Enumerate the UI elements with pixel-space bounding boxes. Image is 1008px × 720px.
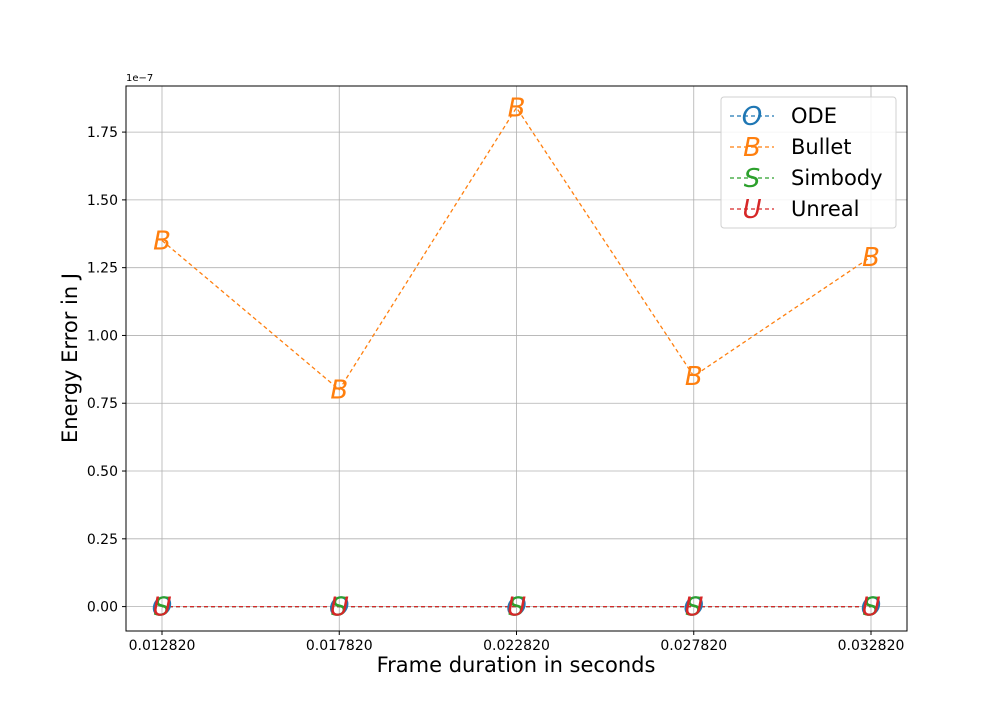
y-tick-label: 0.75 [87,396,118,412]
legend: O ODE B Bullet S Simbody U Unreal [720,96,897,229]
data-point-simbody: S [685,593,702,623]
data-point-unreal: U [152,593,171,623]
grid-lines [126,86,907,631]
legend-box [720,96,897,229]
legend-marker-unreal: U [742,195,761,225]
y-tick-label: 1.25 [87,261,118,277]
data-point-bullet: B [330,376,348,406]
data-point-unreal: U [684,593,703,623]
legend-marker-bullet: B [743,133,761,163]
y-scale-label: 1e−7 [126,73,153,84]
x-axis-title: Frame duration in seconds [377,653,656,677]
y-tick-label: 1.75 [87,125,118,141]
data-point-simbody: S [863,593,880,623]
legend-marker-ode: O [742,102,762,132]
legend-label-simbody: Simbody [791,166,883,190]
data-point-bullet: B [153,227,171,257]
data-point-bullet: B [508,94,526,124]
x-tick-label: 0.027820 [660,638,727,654]
legend-label-unreal: Unreal [791,197,859,221]
y-tick-label: 1.50 [87,193,118,209]
x-tick-label: 0.017820 [306,638,373,654]
data-point-ode: O [861,593,881,623]
legend-marker-simbody: S [744,164,761,194]
y-axis-ticks: 0.00 0.25 0.50 0.75 1.00 1.25 1.50 1.75 [87,125,126,616]
data-point-ode: O [506,593,526,623]
x-tick-label: 0.012820 [129,638,196,654]
legend-label-ode: ODE [791,104,837,128]
data-point-ode: O [152,593,172,623]
series-lines [161,106,872,608]
y-tick-label: 0.00 [87,600,118,616]
y-tick-label: 0.25 [87,532,118,548]
data-point-bullet: B [685,362,703,392]
data-point-simbody: S [508,593,525,623]
x-tick-label: 0.022820 [483,638,550,654]
data-point-simbody: S [331,593,348,623]
data-point-ode: O [684,593,704,623]
data-point-unreal: U [507,593,526,623]
data-point-simbody: S [154,593,171,623]
data-point-unreal: U [861,593,880,623]
y-axis-title: Energy Error in J [58,273,82,443]
x-axis-ticks: 0.012820 0.017820 0.022820 0.027820 0.032820 [129,631,905,654]
x-tick-label: 0.032820 [838,638,905,654]
y-tick-label: 1.00 [87,328,118,344]
series-line-bullet [161,106,872,391]
data-point-bullet: B [862,243,880,273]
legend-label-bullet: Bullet [791,135,852,159]
data-point-ode: O [329,593,349,623]
y-tick-label: 0.50 [87,464,118,480]
data-point-unreal: U [330,593,349,623]
